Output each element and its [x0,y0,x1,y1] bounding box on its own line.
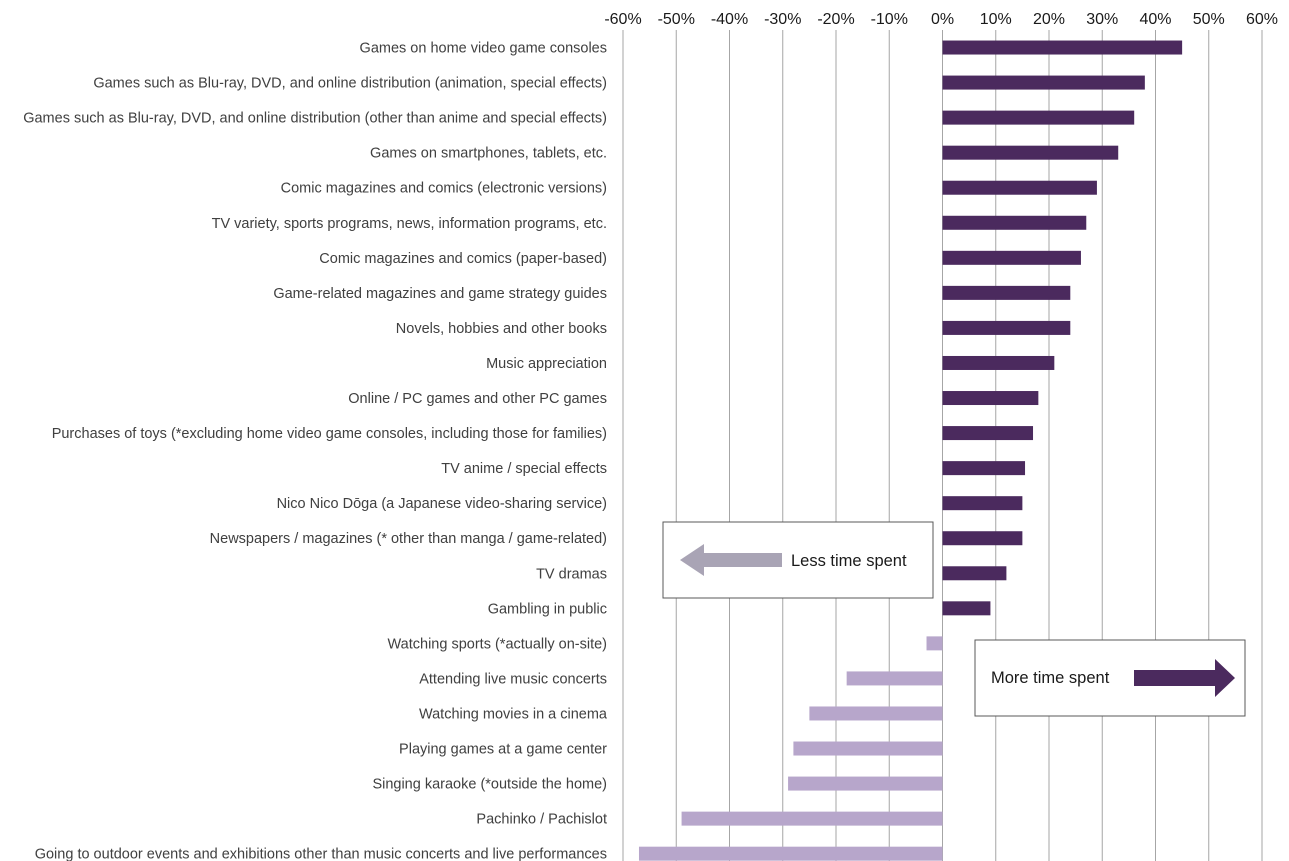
category-label: Games such as Blu-ray, DVD, and online d… [93,76,607,92]
bar [788,776,943,791]
category-label: Going to outdoor events and exhibitions … [35,847,607,861]
category-label: Music appreciation [486,356,607,372]
x-tick-label: 20% [1033,11,1065,28]
category-label: Attending live music concerts [419,671,607,687]
category-label: Comic magazines and comics (electronic v… [281,181,607,197]
right-arrow-icon [1134,659,1235,697]
category-label: Pachinko / Pachislot [476,812,607,828]
x-tick-label: -40% [711,11,748,28]
category-label: Purchases of toys (*excluding home video… [52,426,607,442]
bar [681,811,943,826]
legend-more-time: More time spent [974,639,1246,717]
bar [942,285,1071,300]
grid-lines [622,30,1263,861]
bar [942,145,1119,160]
legend-less-time: Less time spent [662,521,934,599]
x-tick-label: 30% [1086,11,1118,28]
bar [942,355,1055,370]
legend-less-label: Less time spent [791,552,907,570]
bar [942,391,1039,406]
x-tick-label: -20% [817,11,854,28]
category-label: TV dramas [536,566,607,582]
bar [926,636,943,651]
bar [942,426,1034,441]
category-label: Watching sports (*actually on-site) [388,636,607,652]
x-tick-label: -50% [658,11,695,28]
category-label: Newspapers / magazines (* other than man… [210,531,607,547]
x-tick-label: 40% [1139,11,1171,28]
bar [942,601,991,616]
bar [942,110,1135,125]
bar [638,846,943,861]
x-tick-label: 50% [1193,11,1225,28]
category-label: Novels, hobbies and other books [396,321,607,337]
category-label: TV variety, sports programs, news, infor… [212,216,607,232]
category-label: Game-related magazines and game strategy… [273,286,607,302]
bar [942,40,1183,55]
bar [942,320,1071,335]
bar [942,461,1026,476]
x-tick-label: -30% [764,11,801,28]
category-label: Nico Nico Dōga (a Japanese video-sharing… [277,496,607,512]
category-label: TV anime / special effects [441,461,607,477]
category-label: Watching movies in a cinema [419,706,608,722]
bar [942,566,1007,581]
x-tick-label: -10% [871,11,908,28]
left-arrow-icon [680,544,782,576]
bar [793,741,943,756]
category-label: Games on home video game consoles [360,41,607,57]
category-labels: Games on home video game consoles Games s… [23,41,608,861]
category-label: Games such as Blu-ray, DVD, and online d… [23,111,607,127]
bar [942,531,1023,546]
x-tick-label: 60% [1246,11,1278,28]
category-label: Online / PC games and other PC games [348,391,607,407]
x-tick-label: 0% [931,11,954,28]
bars [638,40,1183,861]
x-tick-label: 10% [980,11,1012,28]
x-axis: -60% -50% -40% -30% -20% -10% 0% 10% 20% 30% 40% 50… [604,11,1278,28]
bar [942,215,1087,230]
bar [942,75,1145,90]
category-label: Singing karaoke (*outside the home) [372,777,607,793]
legend-more-label: More time spent [991,669,1110,687]
bar [809,706,943,721]
category-label: Gambling in public [488,601,607,617]
category-label: Comic magazines and comics (paper-based) [319,251,607,267]
category-label: Playing games at a game center [399,742,607,758]
bar [942,180,1097,195]
x-tick-label: -60% [604,11,641,28]
bar [846,671,943,686]
bar [942,250,1081,265]
bar [942,496,1023,511]
category-label: Games on smartphones, tablets, etc. [370,146,607,162]
